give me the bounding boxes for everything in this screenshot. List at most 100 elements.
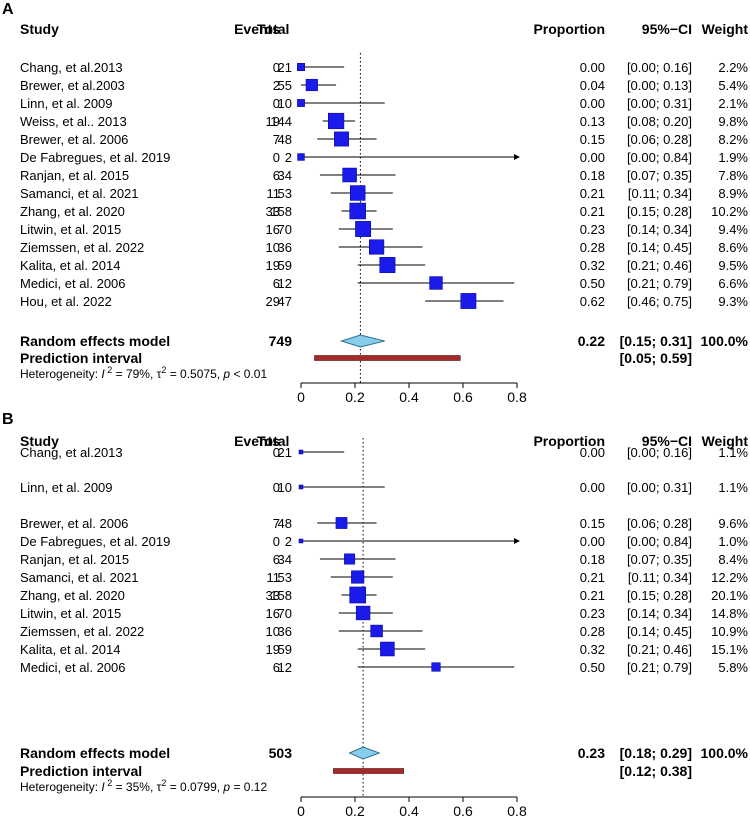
pooled-ci: [0.18; 0.29] xyxy=(620,745,692,761)
header-ci: 95%−CI xyxy=(642,433,692,449)
study-events: 0 xyxy=(273,96,280,111)
x-tick-label: 0.6 xyxy=(453,803,473,819)
study-total: 10 xyxy=(278,96,292,111)
study-events: 0 xyxy=(273,60,280,75)
study-ci: [0.46; 0.75] xyxy=(627,294,692,309)
study-ci: [0.14; 0.34] xyxy=(627,606,692,621)
study-ci: [0.15; 0.28] xyxy=(627,588,692,603)
study-proportion: 0.21 xyxy=(580,186,605,201)
study-name: Medici, et al. 2006 xyxy=(20,660,126,675)
study-square xyxy=(298,484,304,490)
study-ci: [0.00; 0.16] xyxy=(627,60,692,75)
study-events: 16 xyxy=(266,222,280,237)
x-tick-label: 0.2 xyxy=(345,803,365,819)
study-ci: [0.00; 0.84] xyxy=(627,534,692,549)
study-square xyxy=(334,131,349,147)
study-weight: 9.4% xyxy=(718,222,748,237)
study-events: 6 xyxy=(273,552,280,567)
study-square xyxy=(298,449,304,455)
study-events: 10 xyxy=(266,624,280,639)
study-total: 12 xyxy=(278,660,292,675)
study-events: 0 xyxy=(273,445,280,460)
study-events: 11 xyxy=(267,570,281,585)
pooled-weight: 100.0% xyxy=(701,745,749,761)
study-proportion: 0.00 xyxy=(580,445,605,460)
study-total: 59 xyxy=(278,258,292,273)
study-square xyxy=(297,153,305,161)
pooled-total: 749 xyxy=(269,333,293,349)
header-study: Study xyxy=(20,21,59,37)
study-weight: 10.2% xyxy=(711,204,748,219)
study-name: Weiss, et al.. 2013 xyxy=(20,114,127,129)
study-proportion: 0.00 xyxy=(580,60,605,75)
header-events: Events xyxy=(234,21,280,37)
study-ci: [0.11; 0.34] xyxy=(628,570,692,585)
study-total: 59 xyxy=(278,642,292,657)
study-total: 47 xyxy=(278,294,292,309)
study-weight: 5.4% xyxy=(718,78,748,93)
study-square xyxy=(335,517,348,529)
pooled-diamond xyxy=(339,334,385,348)
study-square xyxy=(370,624,383,638)
study-total: 158 xyxy=(270,204,292,219)
study-events: 10 xyxy=(266,240,280,255)
study-proportion: 0.00 xyxy=(580,534,605,549)
study-events: 19 xyxy=(266,258,280,273)
study-square xyxy=(305,78,318,92)
study-total: 53 xyxy=(278,186,292,201)
study-total: 48 xyxy=(278,516,292,531)
header-proportion: Proportion xyxy=(533,21,605,37)
study-square xyxy=(342,167,357,183)
study-proportion: 0.23 xyxy=(580,222,605,237)
header-total: Total xyxy=(257,21,289,37)
study-total: 48 xyxy=(278,132,292,147)
study-weight: 20.1% xyxy=(711,588,748,603)
study-weight: 8.2% xyxy=(718,132,748,147)
study-events: 33 xyxy=(266,204,280,219)
study-total: 70 xyxy=(278,222,292,237)
study-ci: [0.14; 0.45] xyxy=(627,624,692,639)
study-proportion: 0.00 xyxy=(580,480,605,495)
prediction-label: Prediction interval xyxy=(20,350,142,366)
study-proportion: 0.21 xyxy=(580,204,605,219)
study-proportion: 0.32 xyxy=(580,258,605,273)
study-proportion: 0.62 xyxy=(580,294,605,309)
study-ci: [0.14; 0.45] xyxy=(627,240,692,255)
study-name: Ranjan, et al. 2015 xyxy=(20,168,129,183)
study-ci: [0.15; 0.28] xyxy=(627,204,692,219)
study-weight: 9.3% xyxy=(718,294,748,309)
study-proportion: 0.18 xyxy=(580,168,605,183)
study-proportion: 0.00 xyxy=(580,96,605,111)
study-ci: [0.00; 0.16] xyxy=(627,445,692,460)
study-weight: 1.0% xyxy=(718,534,748,549)
study-proportion: 0.15 xyxy=(580,132,605,147)
study-square xyxy=(349,586,367,604)
study-square xyxy=(379,257,396,273)
study-events: 29 xyxy=(266,294,280,309)
study-total: 53 xyxy=(278,570,292,585)
study-weight: 2.1% xyxy=(718,96,748,111)
study-ci: [0.21; 0.79] xyxy=(627,660,692,675)
study-name: Ziemssen, et al. 2022 xyxy=(20,624,144,639)
x-tick-label: 0 xyxy=(297,803,305,819)
study-name: Hou, et al. 2022 xyxy=(20,294,112,309)
study-total: 55 xyxy=(278,78,292,93)
study-total: 70 xyxy=(278,606,292,621)
heterogeneity-text: Heterogeneity: I 2 = 35%, τ2 = 0.0799, p… xyxy=(20,778,267,794)
study-events: 0 xyxy=(273,150,280,165)
study-square xyxy=(349,185,366,201)
study-square xyxy=(351,570,365,584)
study-name: Samanci, et al. 2021 xyxy=(20,570,139,585)
study-total: 36 xyxy=(278,624,292,639)
pooled-ci: [0.15; 0.31] xyxy=(620,333,692,349)
study-weight: 14.8% xyxy=(711,606,748,621)
heterogeneity-text: Heterogeneity: I 2 = 79%, τ2 = 0.5075, p… xyxy=(20,365,267,381)
study-events: 19 xyxy=(266,114,280,129)
study-name: Medici, et al. 2006 xyxy=(20,276,126,291)
study-events: 0 xyxy=(273,480,280,495)
study-weight: 9.8% xyxy=(718,114,748,129)
study-name: Kalita, et al. 2014 xyxy=(20,258,120,273)
header-events: Events xyxy=(234,433,280,449)
